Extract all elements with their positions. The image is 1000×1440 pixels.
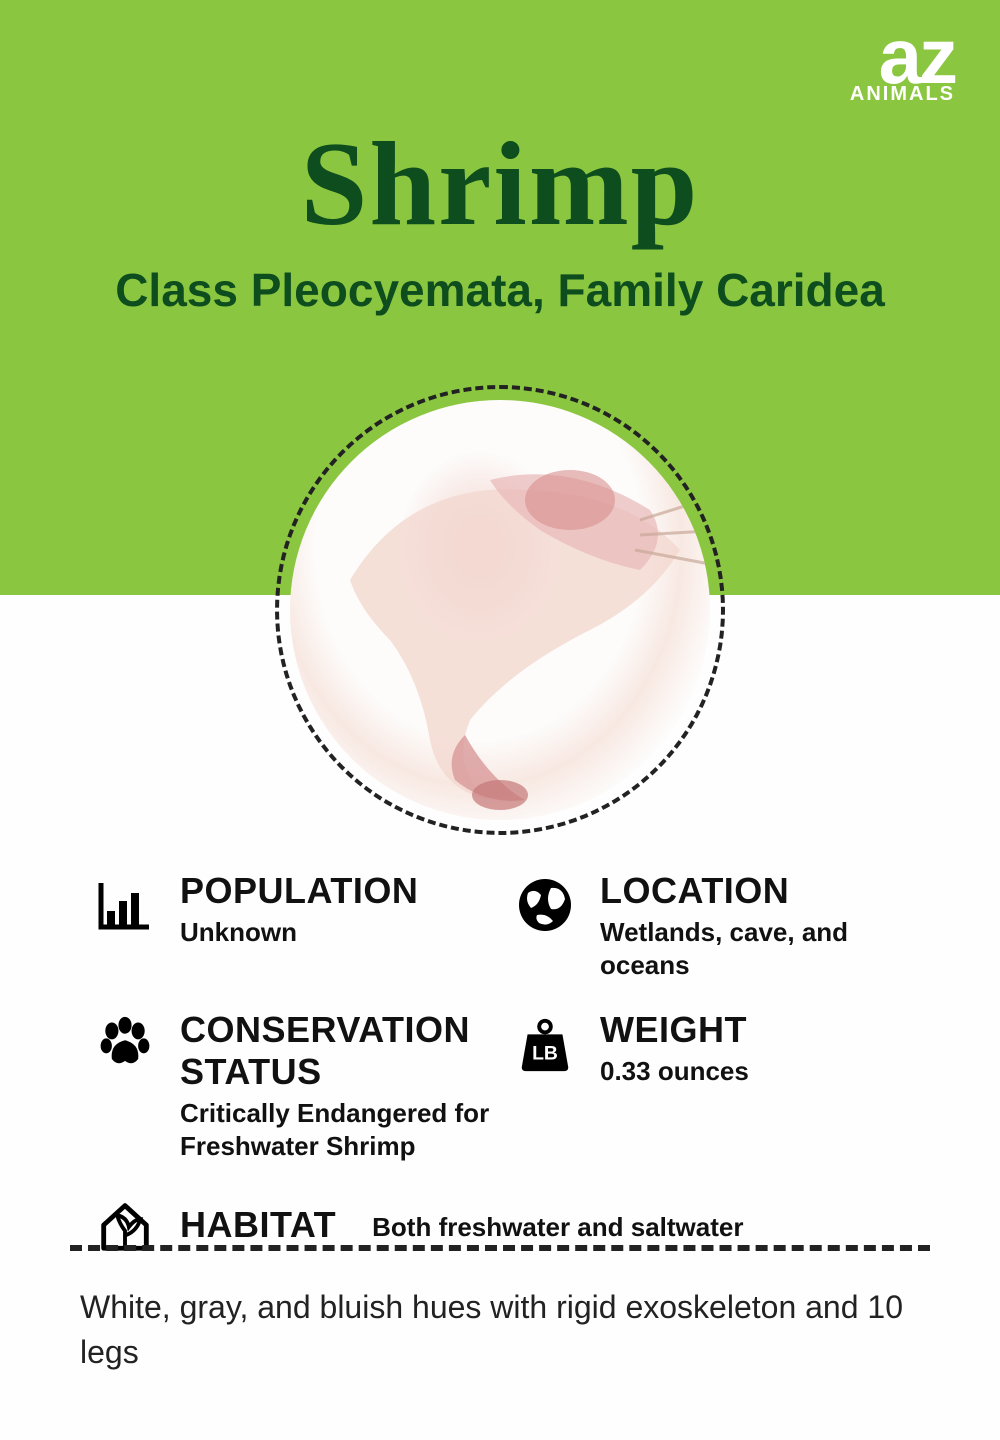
weight-value: 0.33 ounces [600, 1055, 910, 1088]
logo-main-text: az [850, 25, 955, 87]
population-value: Unknown [180, 916, 490, 949]
conservation-label: CONSERVATION STATUS [180, 1009, 490, 1093]
animal-image-circle [290, 400, 710, 820]
fact-location: LOCATION Wetlands, cave, and oceans [510, 870, 910, 981]
description-text: White, gray, and bluish hues with rigid … [80, 1285, 920, 1375]
habitat-label: HABITAT [180, 1204, 336, 1246]
location-label: LOCATION [600, 870, 910, 912]
weight-icon: LB [510, 1009, 580, 1079]
logo-sub-text: ANIMALS [850, 83, 955, 106]
fact-population: POPULATION Unknown [90, 870, 490, 981]
shrimp-illustration [290, 400, 710, 820]
facts-grid: POPULATION Unknown LOCATION Wetlands, ca… [0, 870, 1000, 1260]
paw-icon [90, 1009, 160, 1079]
weight-label: WEIGHT [600, 1009, 910, 1051]
section-divider [70, 1245, 930, 1251]
globe-icon [510, 870, 580, 940]
habitat-value: Both freshwater and saltwater [372, 1211, 743, 1244]
fact-conservation: CONSERVATION STATUS Critically Endangere… [90, 1009, 490, 1162]
location-value: Wetlands, cave, and oceans [600, 916, 910, 981]
svg-text:LB: LB [532, 1043, 558, 1065]
conservation-value: Critically Endangered for Freshwater Shr… [180, 1097, 490, 1162]
animal-subtitle: Class Pleocyemata, Family Caridea [0, 263, 1000, 317]
population-label: POPULATION [180, 870, 490, 912]
brand-logo: az ANIMALS [850, 25, 955, 106]
fact-weight: LB WEIGHT 0.33 ounces [510, 1009, 910, 1162]
bar-chart-icon [90, 870, 160, 940]
